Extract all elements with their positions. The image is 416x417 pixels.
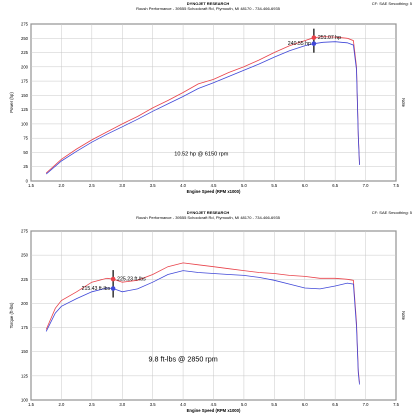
power-x-tick-label: 3.0 xyxy=(119,183,125,188)
torque-delta-annotation: 9.8 ft-lbs @ 2850 rpm xyxy=(148,354,217,363)
power-chart-header: CF: SAE Smoothing: 5 DYNOJET RESEARCH Ro… xyxy=(0,1,416,15)
power-chart-svg: 1.5 2.0 2.5 3.0 3.5 4.0 4.5 5.0 5.5 6.0 6.5 7.0 7.5 0… xyxy=(9,22,406,195)
power-data-label: 240.55 hp xyxy=(288,41,311,47)
torque-x-tick-label: 7.5 xyxy=(393,402,399,407)
torque-x-tick-label: 4.5 xyxy=(211,402,217,407)
power-chart-panel: CF: SAE Smoothing: 5 DYNOJET RESEARCH Ro… xyxy=(0,0,416,202)
power-y-tick-label: 0 xyxy=(26,179,29,184)
torque-chart-cf-label: CF: SAE Smoothing: 5 xyxy=(371,210,412,215)
torque-y-tick-label: 200 xyxy=(21,301,29,306)
torque-right-note-label: Note xyxy=(401,311,406,321)
power-x-tick-label: 2.5 xyxy=(89,183,95,188)
torque-y-tick-label: 250 xyxy=(21,253,29,258)
power-x-tick-label: 3.5 xyxy=(150,183,156,188)
power-x-tick-label: 1.5 xyxy=(28,183,34,188)
power-x-axis-label: Engine Speed (RPM x1000) xyxy=(187,189,241,194)
power-y-tick-label: 75 xyxy=(23,136,28,141)
power-y-tick-label: 250 xyxy=(21,36,29,41)
power-chart-cf-label: CF: SAE Smoothing: 5 xyxy=(371,1,412,6)
power-series-line-0 xyxy=(45,36,360,174)
power-y-tick-label: 200 xyxy=(21,64,29,69)
power-delta-annotation: 10.52 hp @ 6150 rpm xyxy=(174,151,229,157)
power-data-label: 251.07 hp xyxy=(318,35,341,41)
torque-x-tick-label: 5.5 xyxy=(271,402,277,407)
torque-y-tick-label: 150 xyxy=(21,349,29,354)
power-y-tick-label: 150 xyxy=(21,93,29,98)
torque-x-tick-label: 6.5 xyxy=(332,402,338,407)
power-y-tick-label: 50 xyxy=(23,150,28,155)
torque-data-marker xyxy=(110,276,116,282)
torque-series-line-1 xyxy=(45,270,360,385)
power-y-tick-label: 25 xyxy=(23,164,28,169)
torque-x-tick-label: 3.5 xyxy=(150,402,156,407)
power-data-marker xyxy=(311,35,317,40)
power-x-tick-label: 5.0 xyxy=(241,183,247,188)
torque-y-tick-label: 100 xyxy=(21,398,29,403)
torque-chart-panel: CF: SAE Smoothing: 5 DYNOJET RESEARCH Ro… xyxy=(0,210,416,413)
torque-y-tick-label: 225 xyxy=(21,277,29,282)
torque-data-marker xyxy=(110,286,116,291)
power-x-tick-label: 5.5 xyxy=(271,183,277,188)
torque-y-tick-label: 175 xyxy=(21,325,29,330)
power-chart-title: DYNOJET RESEARCH xyxy=(186,1,230,6)
torque-x-tick-label: 2.0 xyxy=(59,402,65,407)
power-x-tick-label: 2.0 xyxy=(59,183,65,188)
power-y-tick-label: 175 xyxy=(21,79,29,84)
torque-x-tick-label: 4.0 xyxy=(180,402,186,407)
power-x-tick-label: 6.5 xyxy=(332,183,338,188)
torque-chart-title: DYNOJET RESEARCH xyxy=(186,210,230,215)
power-x-tick-label: 7.0 xyxy=(363,183,369,188)
torque-y-axis-label: Torque (ft-lbs) xyxy=(9,302,14,328)
torque-x-tick-label: 2.5 xyxy=(89,402,95,407)
power-x-tick-label: 7.5 xyxy=(393,183,399,188)
power-right-note-label: Note xyxy=(401,98,406,108)
torque-chart-header: CF: SAE Smoothing: 5 DYNOJET RESEARCH Ro… xyxy=(0,210,416,224)
torque-x-axis-label: Engine Speed (RPM x1000) xyxy=(187,408,241,413)
torque-y-tick-label: 275 xyxy=(21,229,29,234)
power-series-line-1 xyxy=(45,41,360,175)
power-y-tick-label: 125 xyxy=(21,107,29,112)
power-y-tick-label: 100 xyxy=(21,121,29,126)
power-y-tick-label: 275 xyxy=(21,22,29,27)
power-x-tick-label: 6.0 xyxy=(302,183,308,188)
torque-x-tick-label: 6.0 xyxy=(302,402,308,407)
power-data-marker xyxy=(311,41,317,46)
power-x-tick-label: 4.0 xyxy=(180,183,186,188)
power-chart-subtitle: Roush Performance - 39555 Schoolcraft Rd… xyxy=(136,6,280,11)
torque-x-tick-label: 3.0 xyxy=(119,402,125,407)
torque-data-label: 225.23 ft-lbs xyxy=(117,277,146,283)
torque-x-tick-label: 1.5 xyxy=(28,402,34,407)
torque-chart-subtitle: Roush Performance - 39555 Schoolcraft Rd… xyxy=(136,215,280,220)
torque-data-label: 215.43 ft-lbs xyxy=(82,286,111,292)
torque-y-tick-label: 125 xyxy=(21,373,29,378)
torque-x-tick-label: 5.0 xyxy=(241,402,247,407)
power-x-tick-label: 4.5 xyxy=(211,183,217,188)
torque-series-line-0 xyxy=(45,262,360,383)
power-y-tick-label: 225 xyxy=(21,50,29,55)
torque-x-tick-label: 7.0 xyxy=(363,402,369,407)
power-y-axis-label: Power (hp) xyxy=(9,92,14,113)
torque-chart-svg: 1.5 2.0 2.5 3.0 3.5 4.0 4.5 5.0 5.5 6.0 6.5 7.0 7.5 1… xyxy=(9,229,406,414)
